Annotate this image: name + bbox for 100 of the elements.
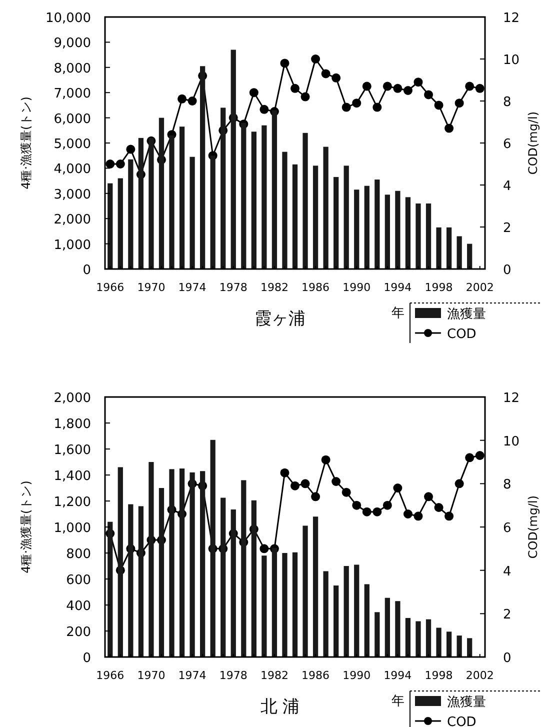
x-axis-title: 年 bbox=[392, 694, 404, 709]
point bbox=[342, 488, 351, 497]
y2-tick-label: 12 bbox=[503, 11, 520, 26]
legend-label: 漁獲量 bbox=[447, 695, 486, 710]
point bbox=[372, 507, 382, 516]
y-tick-label: 600 bbox=[66, 573, 91, 588]
bar bbox=[128, 504, 134, 657]
bar bbox=[138, 506, 144, 657]
x-tick-label: 1966 bbox=[96, 281, 124, 294]
bar bbox=[118, 467, 123, 657]
bar bbox=[374, 180, 380, 269]
y-tick-label: 1,800 bbox=[54, 417, 91, 432]
bar bbox=[190, 156, 195, 269]
text: 霞ヶ浦 bbox=[254, 309, 306, 329]
point bbox=[311, 492, 320, 502]
y-tick-label: 4,000 bbox=[54, 162, 91, 178]
point bbox=[290, 481, 300, 490]
point bbox=[321, 69, 330, 78]
bar bbox=[292, 552, 298, 657]
bar bbox=[395, 190, 400, 269]
point bbox=[332, 73, 341, 82]
point bbox=[280, 468, 290, 478]
bar bbox=[272, 548, 278, 657]
point bbox=[300, 479, 310, 488]
point bbox=[362, 82, 372, 91]
y-tick-label: 1,200 bbox=[54, 495, 91, 510]
y-tick-label: 2,000 bbox=[54, 212, 91, 228]
bar bbox=[210, 440, 216, 657]
x-tick-label: 1966 bbox=[96, 669, 124, 682]
x-tick-label: 1970 bbox=[137, 281, 166, 294]
bar bbox=[323, 571, 328, 657]
x-tick-label: 1982 bbox=[260, 669, 288, 682]
bar bbox=[128, 159, 134, 269]
bar bbox=[262, 125, 267, 269]
point bbox=[116, 160, 125, 168]
bar bbox=[456, 236, 462, 269]
bar bbox=[138, 138, 144, 269]
y-tick-label: 9,000 bbox=[54, 36, 91, 52]
point bbox=[403, 86, 412, 95]
bar bbox=[262, 556, 267, 657]
y2-axis-title: COD(mg/l) bbox=[526, 111, 540, 175]
point bbox=[403, 510, 412, 518]
y2-tick-label: 6 bbox=[503, 521, 512, 536]
bar bbox=[230, 509, 236, 657]
bar bbox=[200, 66, 206, 269]
bar bbox=[179, 126, 185, 269]
bar bbox=[169, 135, 174, 269]
y-tick-label: 800 bbox=[66, 547, 91, 562]
bar bbox=[426, 203, 432, 269]
x-tick-label: 1998 bbox=[424, 669, 453, 682]
point bbox=[444, 124, 454, 133]
y-tick-label: 3,000 bbox=[54, 187, 91, 202]
bar bbox=[384, 194, 390, 269]
y-tick-label: 6,000 bbox=[54, 112, 91, 127]
y2-tick-label: 0 bbox=[503, 263, 512, 278]
bar bbox=[179, 468, 185, 657]
y-tick-label: 7,000 bbox=[54, 86, 91, 102]
bar bbox=[334, 177, 339, 269]
point bbox=[424, 492, 434, 502]
bar bbox=[169, 469, 174, 657]
point bbox=[260, 544, 269, 554]
x-tick-label: 2002 bbox=[466, 281, 494, 294]
point bbox=[475, 84, 484, 93]
bar bbox=[446, 227, 452, 269]
y-tick-label: 1,000 bbox=[54, 521, 91, 536]
bar bbox=[272, 110, 278, 269]
bar bbox=[354, 190, 360, 269]
x-tick-label: 1998 bbox=[424, 281, 453, 294]
bar bbox=[405, 618, 411, 657]
y-tick-label: 400 bbox=[66, 599, 91, 614]
y-tick-label: 5,000 bbox=[54, 137, 91, 152]
bar bbox=[395, 601, 400, 657]
bar bbox=[241, 122, 246, 269]
y-axis-title: 4種·漁獲量(トン) bbox=[19, 480, 33, 574]
point bbox=[280, 58, 290, 68]
x-tick-label: 1994 bbox=[384, 669, 412, 682]
point bbox=[300, 92, 310, 102]
y2-tick-label: 2 bbox=[503, 608, 512, 623]
x-tick-label: 1978 bbox=[219, 669, 248, 682]
point bbox=[424, 90, 434, 100]
bar bbox=[312, 166, 318, 269]
bar bbox=[241, 480, 246, 657]
bar bbox=[220, 108, 226, 269]
bar bbox=[364, 186, 370, 269]
y-tick-label: 1,000 bbox=[54, 238, 91, 253]
y2-tick-label: 8 bbox=[503, 95, 512, 110]
bar bbox=[230, 50, 236, 269]
point bbox=[372, 102, 382, 112]
bar bbox=[416, 203, 421, 269]
point bbox=[290, 84, 300, 93]
x-tick-label: 1974 bbox=[178, 669, 206, 682]
x-tick-label: 1982 bbox=[260, 281, 288, 294]
bar bbox=[158, 118, 164, 269]
y-tick-label: 8,000 bbox=[54, 61, 91, 76]
y2-tick-label: 4 bbox=[503, 179, 512, 194]
legend-label: COD bbox=[447, 327, 476, 342]
point bbox=[260, 104, 269, 114]
bar bbox=[292, 164, 298, 269]
x-tick-label: 1986 bbox=[302, 669, 330, 682]
point bbox=[444, 512, 454, 521]
